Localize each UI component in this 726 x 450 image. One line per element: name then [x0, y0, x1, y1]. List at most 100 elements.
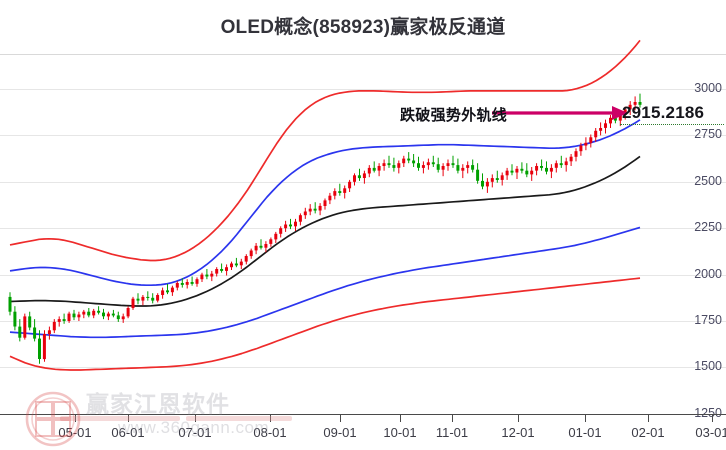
candle-body: [569, 156, 573, 162]
candle-body: [102, 312, 105, 317]
candle-body: [367, 167, 371, 174]
channel-lines: [9, 39, 641, 371]
candle-body: [28, 316, 32, 328]
candle-body: [495, 178, 499, 180]
candle-body: [136, 298, 140, 301]
candle-body: [466, 165, 470, 168]
x-axis-tick-label: 11-01: [435, 425, 469, 440]
candle-body: [490, 178, 494, 182]
candle-body: [417, 163, 420, 168]
candle-body: [628, 104, 632, 110]
candle-body: [545, 167, 548, 172]
candle-body: [328, 195, 332, 201]
candle-body: [387, 163, 391, 166]
candle-body: [87, 311, 91, 316]
candle-body: [62, 319, 66, 321]
candle-body: [613, 117, 617, 121]
page-title: OLED概念(858923)赢家极反通道: [220, 17, 506, 38]
candle-body: [540, 166, 543, 168]
candle-body: [185, 282, 189, 285]
x-axis-tick: [270, 414, 271, 422]
candle-body: [485, 181, 489, 187]
gridline: [0, 181, 726, 183]
candle-body: [559, 163, 563, 166]
candle-body: [397, 163, 401, 168]
candle-body: [338, 191, 342, 193]
candle-body: [579, 145, 583, 152]
candle-body: [42, 334, 46, 360]
candle-body: [362, 173, 366, 178]
y-axis-tick-label: 1250: [694, 405, 722, 420]
candle-body: [33, 327, 37, 339]
candle-body: [18, 326, 22, 338]
candle-body: [318, 205, 322, 211]
candle-body: [308, 208, 312, 212]
x-axis-tick-label: 09-01: [323, 425, 357, 440]
candle-body: [584, 142, 588, 146]
candle-body: [515, 168, 519, 173]
watermark-bar-right: [186, 416, 292, 421]
candle-body: [264, 244, 268, 248]
candle-body: [161, 290, 165, 295]
channel-line: [9, 277, 641, 371]
candle-body: [166, 290, 169, 293]
candle-body: [92, 310, 96, 316]
x-axis-tick-label: 07-01: [178, 425, 212, 440]
candle-body: [195, 279, 199, 284]
channel-line: [9, 226, 641, 339]
last-price-label: 2915.2186: [622, 103, 705, 122]
candle-body: [8, 296, 12, 312]
y-axis-tick-label: 2250: [694, 220, 722, 235]
candle-body: [441, 166, 445, 170]
candle-body: [535, 166, 539, 171]
candle-body: [244, 256, 248, 262]
annotation-arrow: [492, 106, 628, 120]
candle-body: [382, 163, 386, 166]
candle-body: [451, 163, 455, 166]
candle-body: [47, 330, 51, 334]
x-axis-line: [0, 414, 726, 415]
candle-body: [131, 298, 135, 308]
watermark-url: www.360gann.com: [118, 418, 270, 437]
candle-body: [481, 180, 484, 187]
candle-body: [170, 287, 174, 293]
x-axis-tick: [518, 414, 519, 422]
candle-body: [200, 274, 204, 280]
candle-body: [180, 283, 184, 285]
gridline: [0, 135, 726, 137]
candle-body: [289, 224, 292, 227]
candle-body: [106, 313, 110, 317]
candle-body: [421, 165, 425, 168]
candle-body: [377, 166, 381, 171]
candle-body: [633, 102, 637, 105]
candle-body: [323, 200, 327, 206]
candle-body: [151, 297, 155, 301]
candle-body: [249, 250, 253, 257]
candle-body: [269, 239, 273, 244]
x-axis-tick: [340, 414, 341, 422]
candle-body: [72, 313, 76, 318]
candle-body: [38, 338, 41, 359]
candle-body: [500, 175, 504, 180]
candle-body: [254, 245, 258, 251]
x-axis-tick: [585, 414, 586, 422]
candle-body: [205, 274, 209, 277]
y-axis-tick-label: 1750: [694, 313, 722, 327]
candle-body: [97, 310, 101, 313]
candle-body: [126, 308, 130, 317]
x-axis-tick: [712, 414, 713, 422]
candle-body: [210, 273, 214, 277]
plot-top-border: [0, 54, 726, 55]
candle-body: [348, 181, 352, 189]
candle-body: [589, 137, 593, 143]
candle-body: [357, 175, 361, 179]
x-axis-tick: [75, 414, 76, 422]
gridline: [0, 89, 726, 90]
candle-body: [156, 295, 160, 301]
candle-body: [234, 263, 238, 266]
watermark-brand: 赢家江恩软件: [86, 391, 230, 417]
x-axis-tick: [452, 414, 453, 422]
candle-body: [520, 168, 524, 171]
